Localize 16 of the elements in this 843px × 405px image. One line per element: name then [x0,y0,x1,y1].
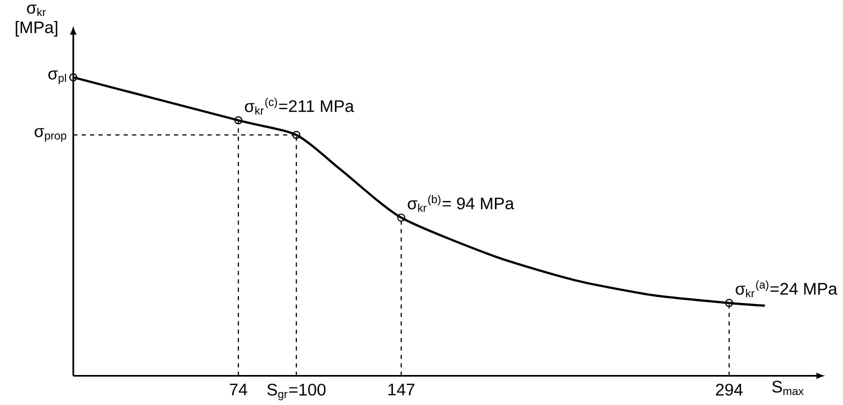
x-tick-label: S$_{gr}$=100 [267,384,326,400]
point [725,298,734,308]
x-tick-label: 294 [716,384,743,396]
ref-line-label: σ$_{prop}$ [34,128,66,142]
x-tick-label: 74 [230,384,248,396]
point [234,116,242,124]
point [292,130,300,140]
annotation: σ$_{pl}$ [48,70,66,84]
point [397,214,406,222]
point [69,73,78,82]
x-tick-label: 147 [388,384,414,396]
y-axis-title: σ$_{kr}$ [MPa] [16,4,58,37]
annotation: σ$_{kr}$$^{(c)}$=211 MPa [244,98,354,114]
annotation: σ$_{kr}$$^{(b)}$= 94 MPa [408,195,514,212]
x-axis-title: S$_{max}$ [772,380,804,396]
annotation: σ$_{kr}$$^{(a)}$=24 MPa [736,280,838,298]
